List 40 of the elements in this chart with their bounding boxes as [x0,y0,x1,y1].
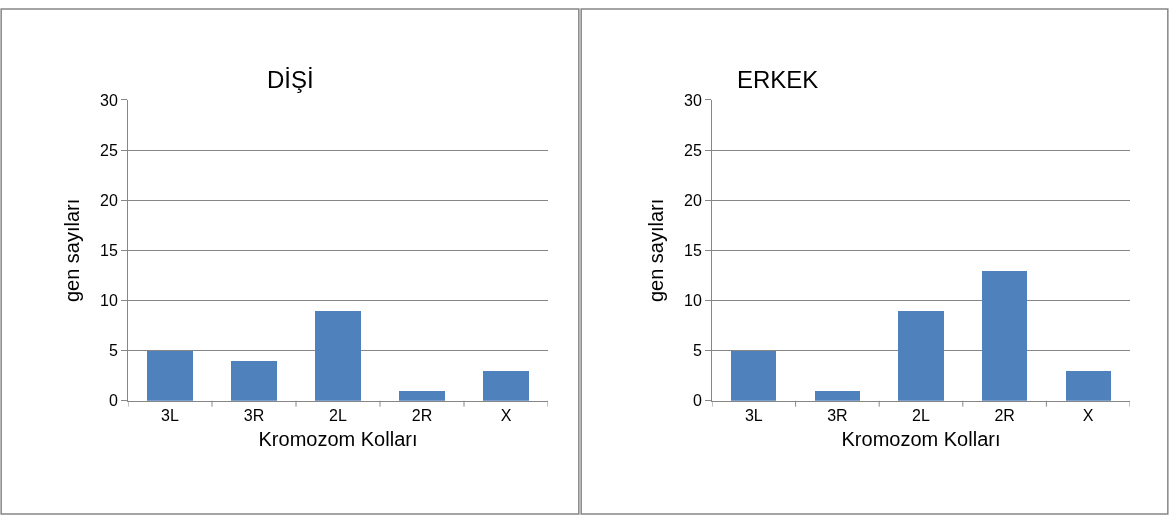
y-axis-title: gen sayıları [61,198,84,303]
x-tick-label: 3L [744,407,763,425]
y-tick-label: 10 [100,292,118,310]
bar [399,390,445,401]
x-tick-label: 2L [329,407,347,425]
bar [815,390,860,401]
bar [483,370,529,401]
y-tick-label: 25 [684,141,702,159]
bar [1066,370,1111,401]
x-tick-label: 3L [161,407,179,425]
y-tick-label: 5 [692,342,702,360]
x-tick-label: 2R [994,407,1015,425]
y-tick-label: 25 [100,141,118,159]
y-tick-label: 0 [692,392,702,410]
x-tick-label: 3R [827,407,848,425]
chart-title: ERKEK [737,66,819,93]
x-tick-label: 2L [912,407,930,425]
x-tick-label: X [500,407,512,425]
x-tick-label: X [1082,407,1094,425]
y-tick-label: 5 [108,342,118,360]
y-axis-title: gen sayıları [645,198,668,303]
y-tick-label: 30 [684,91,702,109]
chart-title: DİŞİ [267,66,314,93]
bar [231,360,277,401]
x-axis-title: Kromozom Kolları [841,427,1001,450]
x-tick-label: 2R [411,407,433,425]
x-axis-title: Kromozom Kolları [258,427,418,450]
x-tick-label: 3R [243,407,265,425]
bar [315,310,361,401]
y-tick-label: 15 [100,241,118,259]
y-tick-label: 30 [100,91,118,109]
y-tick-label: 15 [684,241,702,259]
y-tick-label: 20 [100,191,118,209]
bar [731,350,776,401]
y-tick-label: 0 [108,392,118,410]
bar [982,270,1027,401]
y-tick-label: 10 [684,292,702,310]
bar [147,350,193,401]
y-tick-label: 20 [684,191,702,209]
bar [898,310,944,401]
